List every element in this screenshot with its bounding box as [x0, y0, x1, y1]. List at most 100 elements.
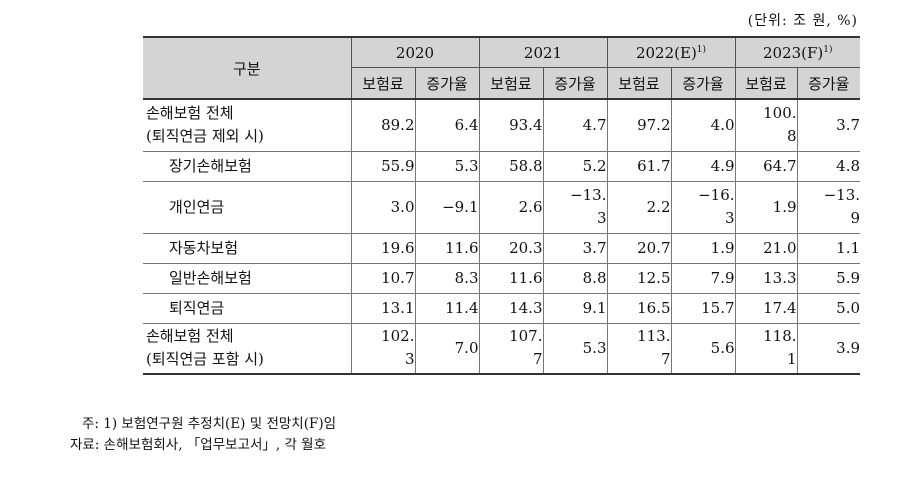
header-growth: 증가율 — [796, 67, 861, 100]
premium-cell: 118. 1 — [734, 323, 798, 375]
row-label: 장기손해보험 — [143, 151, 351, 182]
cell-value-line: 113. — [637, 327, 671, 346]
cell-value-line: 100. — [763, 104, 797, 123]
cell-value-line: 5.3 — [454, 156, 479, 175]
premium-cell: 64.7 — [734, 151, 798, 182]
table-row: 일반손해보험 10.7 8.3 11.6 8.8 12.5 7.9 13.3 5.9 — [143, 263, 861, 294]
cell-value-line: 16.5 — [637, 298, 671, 317]
premium-cell: 2.2 — [606, 181, 671, 234]
cell-value-line: 6.4 — [454, 115, 479, 134]
cell-value-line: 97.2 — [637, 115, 671, 134]
premium-cell: 19.6 — [350, 233, 415, 264]
header-year-2020: 2020 — [350, 36, 480, 68]
growth-cell: 4.0 — [670, 98, 736, 152]
cell-value-line: 12.5 — [637, 268, 671, 287]
growth-cell: 8.3 — [414, 263, 479, 294]
cell-value-line: 3.7 — [582, 238, 607, 257]
header-growth: 증가율 — [542, 67, 608, 100]
header-growth: 증가율 — [670, 67, 736, 100]
cell-value-line: 3.7 — [836, 115, 861, 134]
cell-value-line: 61.7 — [637, 156, 671, 175]
growth-cell: −9.1 — [414, 181, 479, 234]
cell-value-line: 8 — [786, 127, 797, 146]
cell-value-line: 10.7 — [381, 268, 415, 287]
row-label-line: 손해보험 전체 — [146, 104, 234, 123]
premium-cell: 97.2 — [606, 98, 671, 152]
cell-value-line: 64.7 — [763, 156, 797, 175]
growth-cell: 9.1 — [542, 293, 607, 324]
growth-cell: 4.7 — [542, 98, 607, 152]
row-label: 손해보험 전체 (퇴직연금 제외 시) — [143, 98, 351, 152]
header-premium: 보험료 — [734, 67, 798, 100]
table-row: 자동차보험 19.6 11.6 20.3 3.7 20.7 1.9 21.0 1.1 — [143, 233, 861, 264]
header-sub-row: 보험료 증가율 보험료 증가율 보험료 증가율 보험료 증가율 — [143, 67, 861, 100]
cell-value-line: 4.8 — [836, 156, 861, 175]
premium-cell: 10.7 — [350, 263, 415, 294]
growth-cell: 5.2 — [542, 151, 607, 182]
header-year-2022: 2022(E)1) — [606, 36, 736, 68]
cell-value-line: 4.9 — [710, 156, 735, 175]
cell-value-line: 13.3 — [763, 268, 797, 287]
cell-value-line: 89.2 — [381, 115, 415, 134]
premium-cell: 93.4 — [478, 98, 543, 152]
header-year-2023: 2023(F)1) — [734, 36, 861, 68]
cell-value-line: 8.8 — [582, 268, 607, 287]
cell-value-line: 3 — [404, 350, 415, 369]
premium-cell: 102. 3 — [350, 323, 415, 375]
premium-cell: 17.4 — [734, 293, 798, 324]
growth-cell: 15.7 — [670, 293, 736, 324]
premium-cell: 113. 7 — [606, 323, 671, 375]
cell-value-line: 3.0 — [390, 197, 415, 216]
growth-cell: 1.1 — [796, 233, 861, 264]
cell-value-line: 3.9 — [836, 338, 861, 357]
table-row: 손해보험 전체 (퇴직연금 포함 시) 102. 3 7.0 107. 7 5.3 113. 7 5… — [143, 323, 861, 375]
cell-value-line: 1 — [786, 350, 797, 369]
cell-value-line: 5.0 — [836, 298, 861, 317]
growth-cell: 4.9 — [670, 151, 736, 182]
premium-cell: 12.5 — [606, 263, 671, 294]
source-note: 자료: 손해보험회사, 「업무보고서」, 각 월호 — [70, 437, 327, 453]
growth-cell: 7.9 — [670, 263, 736, 294]
premium-cell: 11.6 — [478, 263, 543, 294]
row-label-line: (퇴직연금 제외 시) — [146, 127, 264, 146]
cell-value-line: 1.9 — [710, 238, 735, 257]
cell-value-line: 7 — [660, 350, 671, 369]
cell-value-line: 58.8 — [509, 156, 543, 175]
row-label-line: 일반손해보험 — [169, 268, 252, 287]
growth-cell: 11.6 — [414, 233, 479, 264]
cell-value-line: −13. — [570, 186, 607, 204]
cell-value-line: 1.1 — [836, 238, 861, 257]
row-label: 자동차보험 — [143, 233, 351, 264]
cell-value-line: 5.6 — [710, 338, 735, 357]
premium-cell: 13.1 — [350, 293, 415, 324]
cell-value-line: 7 — [532, 350, 543, 369]
table-row: 퇴직연금 13.1 11.4 14.3 9.1 16.5 15.7 17.4 5.0 — [143, 293, 861, 324]
header-year-2021: 2021 — [478, 36, 608, 68]
premium-cell: 89.2 — [350, 98, 415, 152]
cell-value-line: 107. — [509, 327, 543, 346]
cell-value-line: 19.6 — [381, 238, 415, 257]
cell-value-line: 3 — [724, 209, 735, 227]
premium-cell: 16.5 — [606, 293, 671, 324]
footnotes: 주: 1) 보험연구원 추정치(E) 및 전망치(F)임 자료: 손해보험회사,… — [70, 414, 336, 456]
growth-cell: 6.4 — [414, 98, 479, 152]
cell-value-line: 11.4 — [445, 298, 479, 317]
unit-label: (단위: 조 원, %) — [747, 13, 858, 29]
cell-value-line: 93.4 — [509, 115, 543, 134]
growth-cell: 3.9 — [796, 323, 861, 375]
premium-cell: 55.9 — [350, 151, 415, 182]
cell-value-line: −16. — [698, 186, 735, 204]
premium-cell: 13.3 — [734, 263, 798, 294]
table-row: 개인연금 3.0 −9.1 2.6 −13. 3 2.2 −16. 3 1.9 −13. 9 — [143, 181, 861, 234]
footnote-estimate: 주: 1) 보험연구원 추정치(E) 및 전망치(F)임 — [82, 416, 337, 432]
cell-value-line: 5.9 — [836, 268, 861, 287]
cell-value-line: 13.1 — [381, 298, 415, 317]
cell-value-line: 15.7 — [701, 298, 735, 317]
premium-cell: 21.0 — [734, 233, 798, 264]
row-label-line: 손해보험 전체 — [146, 327, 234, 346]
growth-cell: 5.3 — [542, 323, 607, 375]
header-premium: 보험료 — [478, 67, 544, 100]
cell-value-line: 17.4 — [763, 298, 797, 317]
cell-value-line: 4.7 — [582, 115, 607, 134]
cell-value-line: 102. — [381, 327, 415, 346]
